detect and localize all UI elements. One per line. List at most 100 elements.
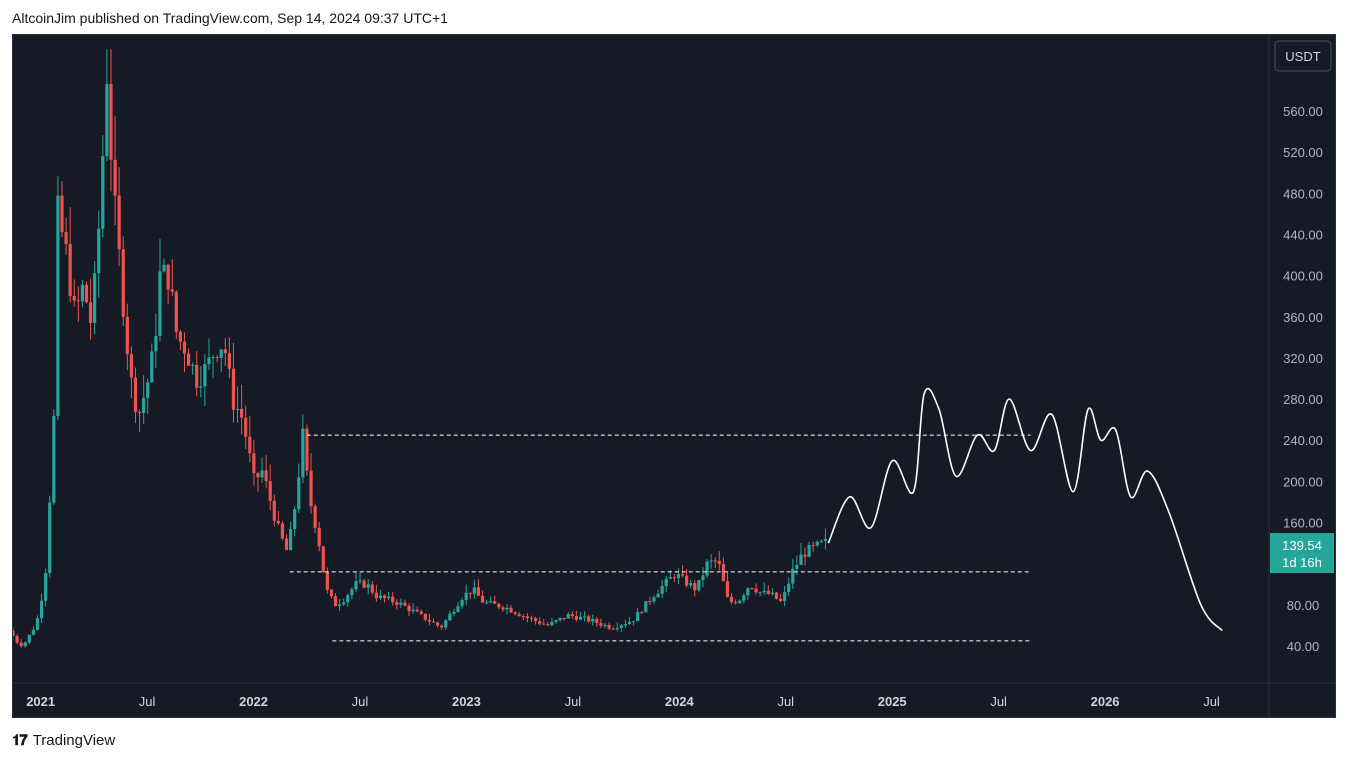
candle xyxy=(215,355,219,363)
candle xyxy=(444,619,448,630)
candle xyxy=(186,348,191,366)
candle xyxy=(231,342,236,423)
candle xyxy=(550,617,554,627)
candle xyxy=(321,546,325,573)
candle xyxy=(766,585,770,595)
y-tick-label: 360.00 xyxy=(1283,310,1323,325)
candle xyxy=(93,261,97,335)
x-tick-label: 2026 xyxy=(1091,694,1120,709)
candle xyxy=(178,329,182,351)
candle xyxy=(660,579,664,599)
candle xyxy=(623,619,627,629)
candle xyxy=(313,503,317,534)
candle xyxy=(578,612,583,621)
candle xyxy=(468,592,472,600)
candle xyxy=(566,612,570,619)
candle xyxy=(517,611,521,617)
candle xyxy=(329,588,334,599)
candle xyxy=(84,281,89,304)
x-tick-label: Jul xyxy=(1203,694,1220,709)
candle xyxy=(297,463,301,513)
candle xyxy=(23,641,27,649)
candle xyxy=(13,627,15,637)
candle xyxy=(640,610,644,614)
candle xyxy=(525,613,530,623)
candle xyxy=(166,263,170,305)
candle xyxy=(611,625,615,630)
candle xyxy=(431,618,436,623)
candle xyxy=(182,332,187,373)
candle xyxy=(146,378,150,414)
price-chart[interactable]: 40.00 80.00 160.00 200.00 240.00 280.00 320.00… xyxy=(13,35,1335,717)
candle xyxy=(133,367,138,424)
candle xyxy=(15,634,19,645)
candle xyxy=(709,554,713,569)
y-tick-label: 440.00 xyxy=(1283,227,1323,242)
candle xyxy=(493,595,497,604)
y-tick-label: 80.00 xyxy=(1287,598,1320,613)
y-tick-label: 480.00 xyxy=(1283,186,1323,201)
candle xyxy=(799,543,803,566)
candle xyxy=(407,603,411,617)
chart-frame[interactable]: 40.00 80.00 160.00 200.00 240.00 280.00 320.00… xyxy=(12,34,1336,718)
candle xyxy=(158,238,162,342)
candle xyxy=(280,520,285,541)
candle xyxy=(676,568,681,585)
candle xyxy=(252,439,256,486)
candle xyxy=(235,386,240,423)
candle xyxy=(591,614,595,626)
x-tick-label: Jul xyxy=(352,694,369,709)
candle xyxy=(791,559,795,589)
currency-label: USDT xyxy=(1285,49,1320,64)
tradingview-logo-icon: 𝟏𝟕 xyxy=(12,732,28,749)
candle xyxy=(729,593,734,605)
last-price-countdown: 1d 16h xyxy=(1282,555,1322,570)
levels-layer xyxy=(289,434,1031,642)
tradingview-brand[interactable]: 𝟏𝟕 TradingView xyxy=(12,732,115,749)
candle xyxy=(129,346,133,399)
candle xyxy=(44,568,48,607)
y-tick-label: 160.00 xyxy=(1283,516,1323,531)
y-tick-label: 280.00 xyxy=(1283,392,1323,407)
candle xyxy=(268,464,272,511)
candle xyxy=(342,598,346,606)
candle xyxy=(195,350,199,397)
candle xyxy=(346,593,350,607)
candle xyxy=(762,582,766,595)
candle xyxy=(293,506,297,537)
candle xyxy=(76,286,80,322)
candle xyxy=(574,610,579,622)
candle xyxy=(521,614,525,621)
candle xyxy=(778,593,783,603)
currency-badge[interactable]: USDT xyxy=(1274,40,1332,72)
candle xyxy=(656,589,660,598)
candle xyxy=(472,579,476,599)
candle xyxy=(174,290,178,339)
candle xyxy=(770,588,774,596)
candle xyxy=(538,617,542,626)
candle xyxy=(750,587,754,590)
candle xyxy=(587,614,591,624)
candle xyxy=(338,598,342,611)
projection-line xyxy=(827,387,1223,632)
candle xyxy=(260,457,264,484)
candle xyxy=(411,603,415,614)
candle xyxy=(305,424,309,476)
candle xyxy=(697,579,701,593)
candle xyxy=(56,175,60,421)
candle xyxy=(39,593,44,624)
candle xyxy=(415,606,419,612)
candle xyxy=(701,567,705,588)
candle xyxy=(419,609,423,616)
candle xyxy=(219,348,223,372)
candle xyxy=(276,511,280,526)
candle xyxy=(435,621,440,628)
candle xyxy=(150,343,154,383)
candle xyxy=(121,236,125,327)
y-tick-label: 560.00 xyxy=(1283,104,1323,119)
x-tick-label: 2025 xyxy=(878,694,907,709)
candle xyxy=(203,354,207,406)
candle xyxy=(374,584,378,602)
candle xyxy=(72,279,76,307)
y-tick-label: 40.00 xyxy=(1287,639,1320,654)
